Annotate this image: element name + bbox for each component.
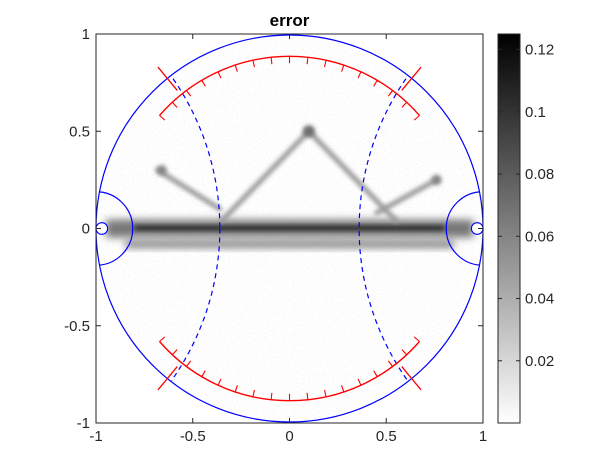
red-diagonal xyxy=(157,366,178,391)
red-arc-tick xyxy=(201,370,206,377)
error-streak xyxy=(374,177,440,216)
x-axis: -1 -0.5 0 0.5 1 xyxy=(89,34,487,445)
red-arc-tick xyxy=(401,349,408,356)
red-arc-tick xyxy=(373,80,378,87)
red-arc-tick xyxy=(201,80,206,87)
red-arc-tick xyxy=(234,385,238,393)
y-tick-label: -1 xyxy=(77,415,90,432)
horizontal-error-core xyxy=(134,225,445,231)
red-arc-tick xyxy=(234,64,238,72)
red-arc-tick xyxy=(217,378,222,386)
red-diagonal xyxy=(401,366,422,391)
colorbar-ticks: 0.12 0.1 0.08 0.06 0.04 0.02 xyxy=(498,42,554,370)
x-tick-label: 0 xyxy=(285,428,293,445)
colorbar-tick-label: 0.06 xyxy=(525,228,554,245)
red-arc-tick xyxy=(341,385,345,393)
red-arc-tick xyxy=(186,90,192,97)
error-spot xyxy=(431,174,442,185)
red-arc-tick xyxy=(357,71,362,79)
dashed-arc xyxy=(96,35,221,422)
red-arc-tick xyxy=(252,389,255,397)
red-arc-tick xyxy=(171,349,178,356)
red-arc-tick xyxy=(413,336,420,342)
red-arc-tick xyxy=(270,392,273,400)
colorbar-tick-label: 0.02 xyxy=(525,353,554,370)
side-semicircle xyxy=(96,191,134,266)
red-diagonal xyxy=(157,66,178,91)
red-arc-tick xyxy=(373,370,378,377)
y-axis: 1 0.5 0 -0.5 -1 xyxy=(64,26,483,432)
y-tick-label: 0 xyxy=(82,221,90,238)
y-tick-label: 1 xyxy=(82,26,90,43)
y-tick-label: 0.5 xyxy=(69,123,90,140)
x-tick-label: 0.5 xyxy=(376,428,397,445)
red-arc-tick xyxy=(324,60,327,68)
chart-title: error xyxy=(270,11,310,30)
error-field xyxy=(96,35,483,422)
error-streak xyxy=(306,128,399,224)
colorbar-tick-label: 0.12 xyxy=(525,42,554,59)
x-tick-label: -1 xyxy=(89,428,102,445)
red-arc-tick xyxy=(306,392,309,400)
red-diagonal xyxy=(401,66,422,91)
red-arc-tick xyxy=(171,101,178,108)
red-arc-tick xyxy=(413,115,420,121)
colorbar-tick-label: 0.04 xyxy=(525,291,554,308)
red-arc-tick xyxy=(387,90,393,97)
colorbar-tick-label: 0.08 xyxy=(525,166,554,183)
x-tick-label: 1 xyxy=(479,428,487,445)
red-arc-tick xyxy=(324,389,327,397)
error-streak xyxy=(219,128,312,224)
red-arc-tick xyxy=(159,336,166,342)
red-arc-tick xyxy=(306,57,309,65)
red-arc-tick xyxy=(357,378,362,386)
red-arc-tick xyxy=(159,115,166,121)
red-arc-tick xyxy=(387,360,393,367)
red-arc-tick xyxy=(401,101,408,108)
colorbar-tick-label: 0.1 xyxy=(525,104,546,121)
red-arc-tick xyxy=(270,57,273,65)
error-streak xyxy=(155,167,223,212)
x-tick-label: -0.5 xyxy=(180,428,206,445)
error-peak xyxy=(302,125,315,138)
colorbar: 0.12 0.1 0.08 0.06 0.04 0.02 xyxy=(497,33,554,424)
lower-error-band xyxy=(125,240,454,249)
colorbar-gradient xyxy=(497,33,521,424)
y-tick-label: -0.5 xyxy=(64,318,90,335)
error-spot xyxy=(156,165,167,176)
red-arc-tick xyxy=(252,60,255,68)
red-arc-tick xyxy=(217,71,222,79)
red-arc-tick xyxy=(186,360,192,367)
red-arc-tick xyxy=(341,64,345,72)
